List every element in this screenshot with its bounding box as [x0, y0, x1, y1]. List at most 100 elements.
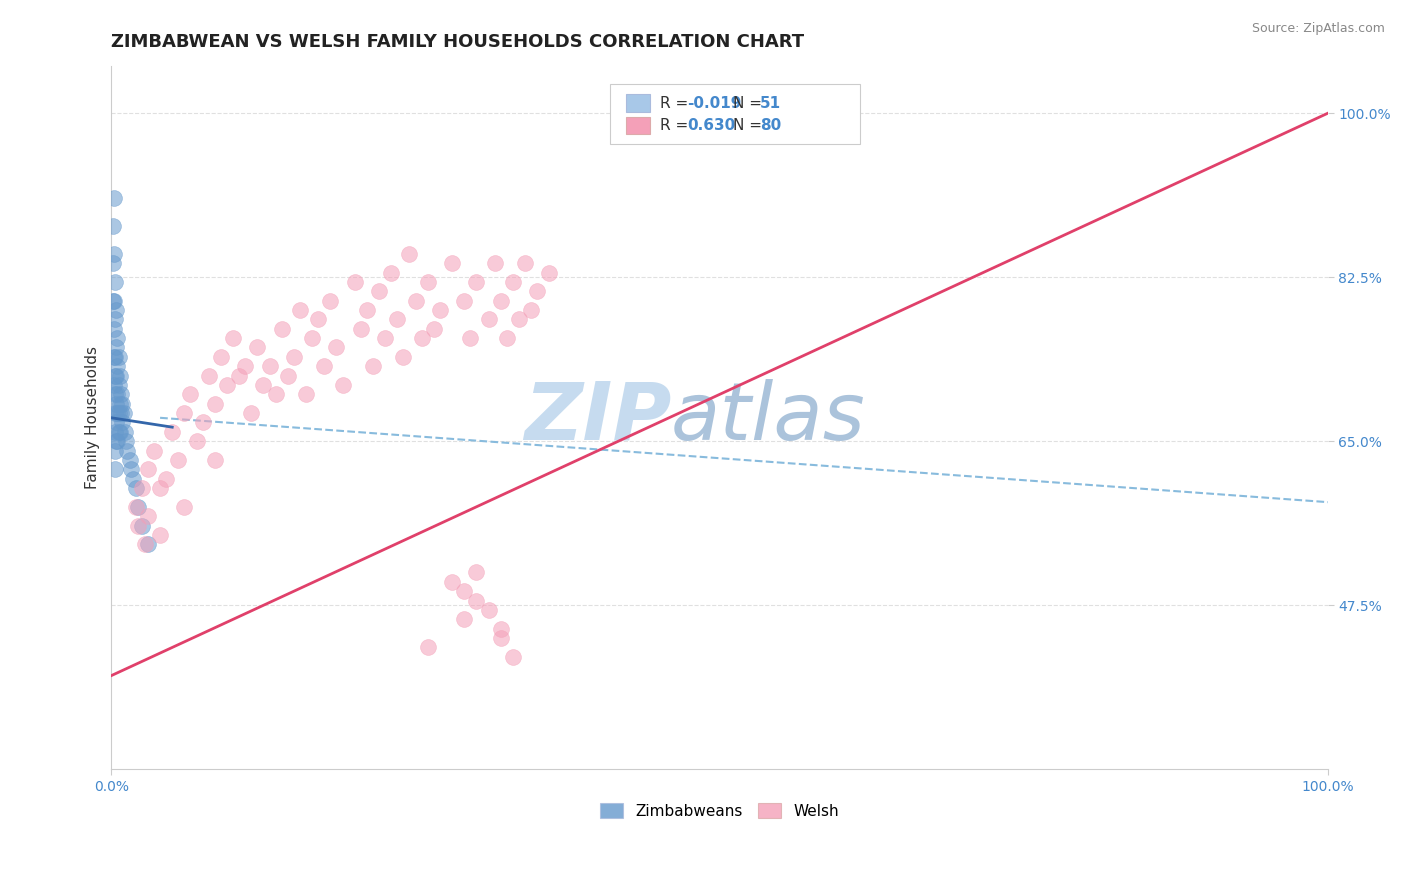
Point [453, 612, 475, 626]
Point [441, 256, 464, 270]
Point [204, 397, 226, 411]
Point [114, 425, 136, 439]
Point [149, 481, 172, 495]
Point [416, 640, 439, 655]
Point [104, 368, 127, 383]
Point [429, 303, 451, 318]
Point [136, 509, 159, 524]
Point [307, 312, 329, 326]
Point [197, 368, 219, 383]
Point [173, 406, 195, 420]
Point [264, 387, 287, 401]
Point [105, 341, 128, 355]
Point [526, 285, 548, 299]
Point [104, 425, 127, 439]
Point [332, 378, 354, 392]
Point [295, 387, 318, 401]
Point [110, 387, 132, 401]
Point [453, 293, 475, 308]
FancyBboxPatch shape [626, 117, 651, 135]
Point [107, 425, 129, 439]
Point [204, 453, 226, 467]
Point [259, 359, 281, 374]
Point [108, 368, 131, 383]
Text: 80: 80 [759, 118, 782, 133]
Point [465, 593, 488, 607]
Point [228, 368, 250, 383]
Point [101, 256, 124, 270]
Point [368, 285, 391, 299]
Point [111, 397, 134, 411]
Point [107, 378, 129, 392]
Point [495, 331, 517, 345]
Point [538, 265, 561, 279]
Point [136, 537, 159, 551]
Point [103, 190, 125, 204]
Point [392, 350, 415, 364]
Text: R =: R = [659, 118, 693, 133]
Legend: Zimbabweans, Welsh: Zimbabweans, Welsh [595, 797, 845, 825]
Point [314, 359, 336, 374]
Point [108, 397, 131, 411]
Point [179, 387, 201, 401]
Point [350, 322, 373, 336]
Text: 51: 51 [759, 95, 780, 111]
Point [103, 350, 125, 364]
Point [288, 303, 311, 318]
Point [107, 434, 129, 449]
Point [246, 341, 269, 355]
Point [149, 528, 172, 542]
Text: R =: R = [659, 95, 693, 111]
Point [115, 443, 138, 458]
Point [101, 293, 124, 308]
Point [107, 387, 129, 401]
Point [107, 359, 129, 374]
Point [222, 331, 245, 345]
Point [502, 649, 524, 664]
Point [103, 378, 125, 392]
Text: 0.630: 0.630 [688, 118, 735, 133]
Text: Source: ZipAtlas.com: Source: ZipAtlas.com [1251, 22, 1385, 36]
Point [120, 462, 142, 476]
Y-axis label: Family Households: Family Households [86, 346, 100, 490]
Point [131, 518, 153, 533]
Point [103, 293, 125, 308]
Point [277, 368, 299, 383]
Point [127, 500, 149, 514]
Point [343, 275, 366, 289]
Point [111, 416, 134, 430]
Point [240, 406, 263, 420]
Point [104, 275, 127, 289]
Point [127, 518, 149, 533]
Point [411, 331, 433, 345]
Point [513, 256, 536, 270]
Text: N =: N = [733, 95, 766, 111]
Point [252, 378, 274, 392]
FancyBboxPatch shape [626, 95, 651, 112]
Point [233, 359, 256, 374]
Point [107, 331, 129, 345]
Point [453, 584, 475, 599]
Point [191, 416, 214, 430]
Point [441, 574, 464, 589]
Point [104, 387, 127, 401]
Point [167, 453, 190, 467]
Point [301, 331, 323, 345]
Point [520, 303, 543, 318]
Point [186, 434, 208, 449]
Point [143, 443, 166, 458]
Point [508, 312, 530, 326]
Point [105, 416, 128, 430]
Point [489, 631, 512, 645]
Point [107, 350, 129, 364]
Point [387, 312, 409, 326]
Point [215, 378, 238, 392]
Point [484, 256, 506, 270]
Point [112, 406, 135, 420]
Point [122, 472, 145, 486]
Point [209, 350, 232, 364]
Text: -0.019: -0.019 [688, 95, 741, 111]
Point [136, 462, 159, 476]
Point [104, 406, 127, 420]
Point [283, 350, 305, 364]
